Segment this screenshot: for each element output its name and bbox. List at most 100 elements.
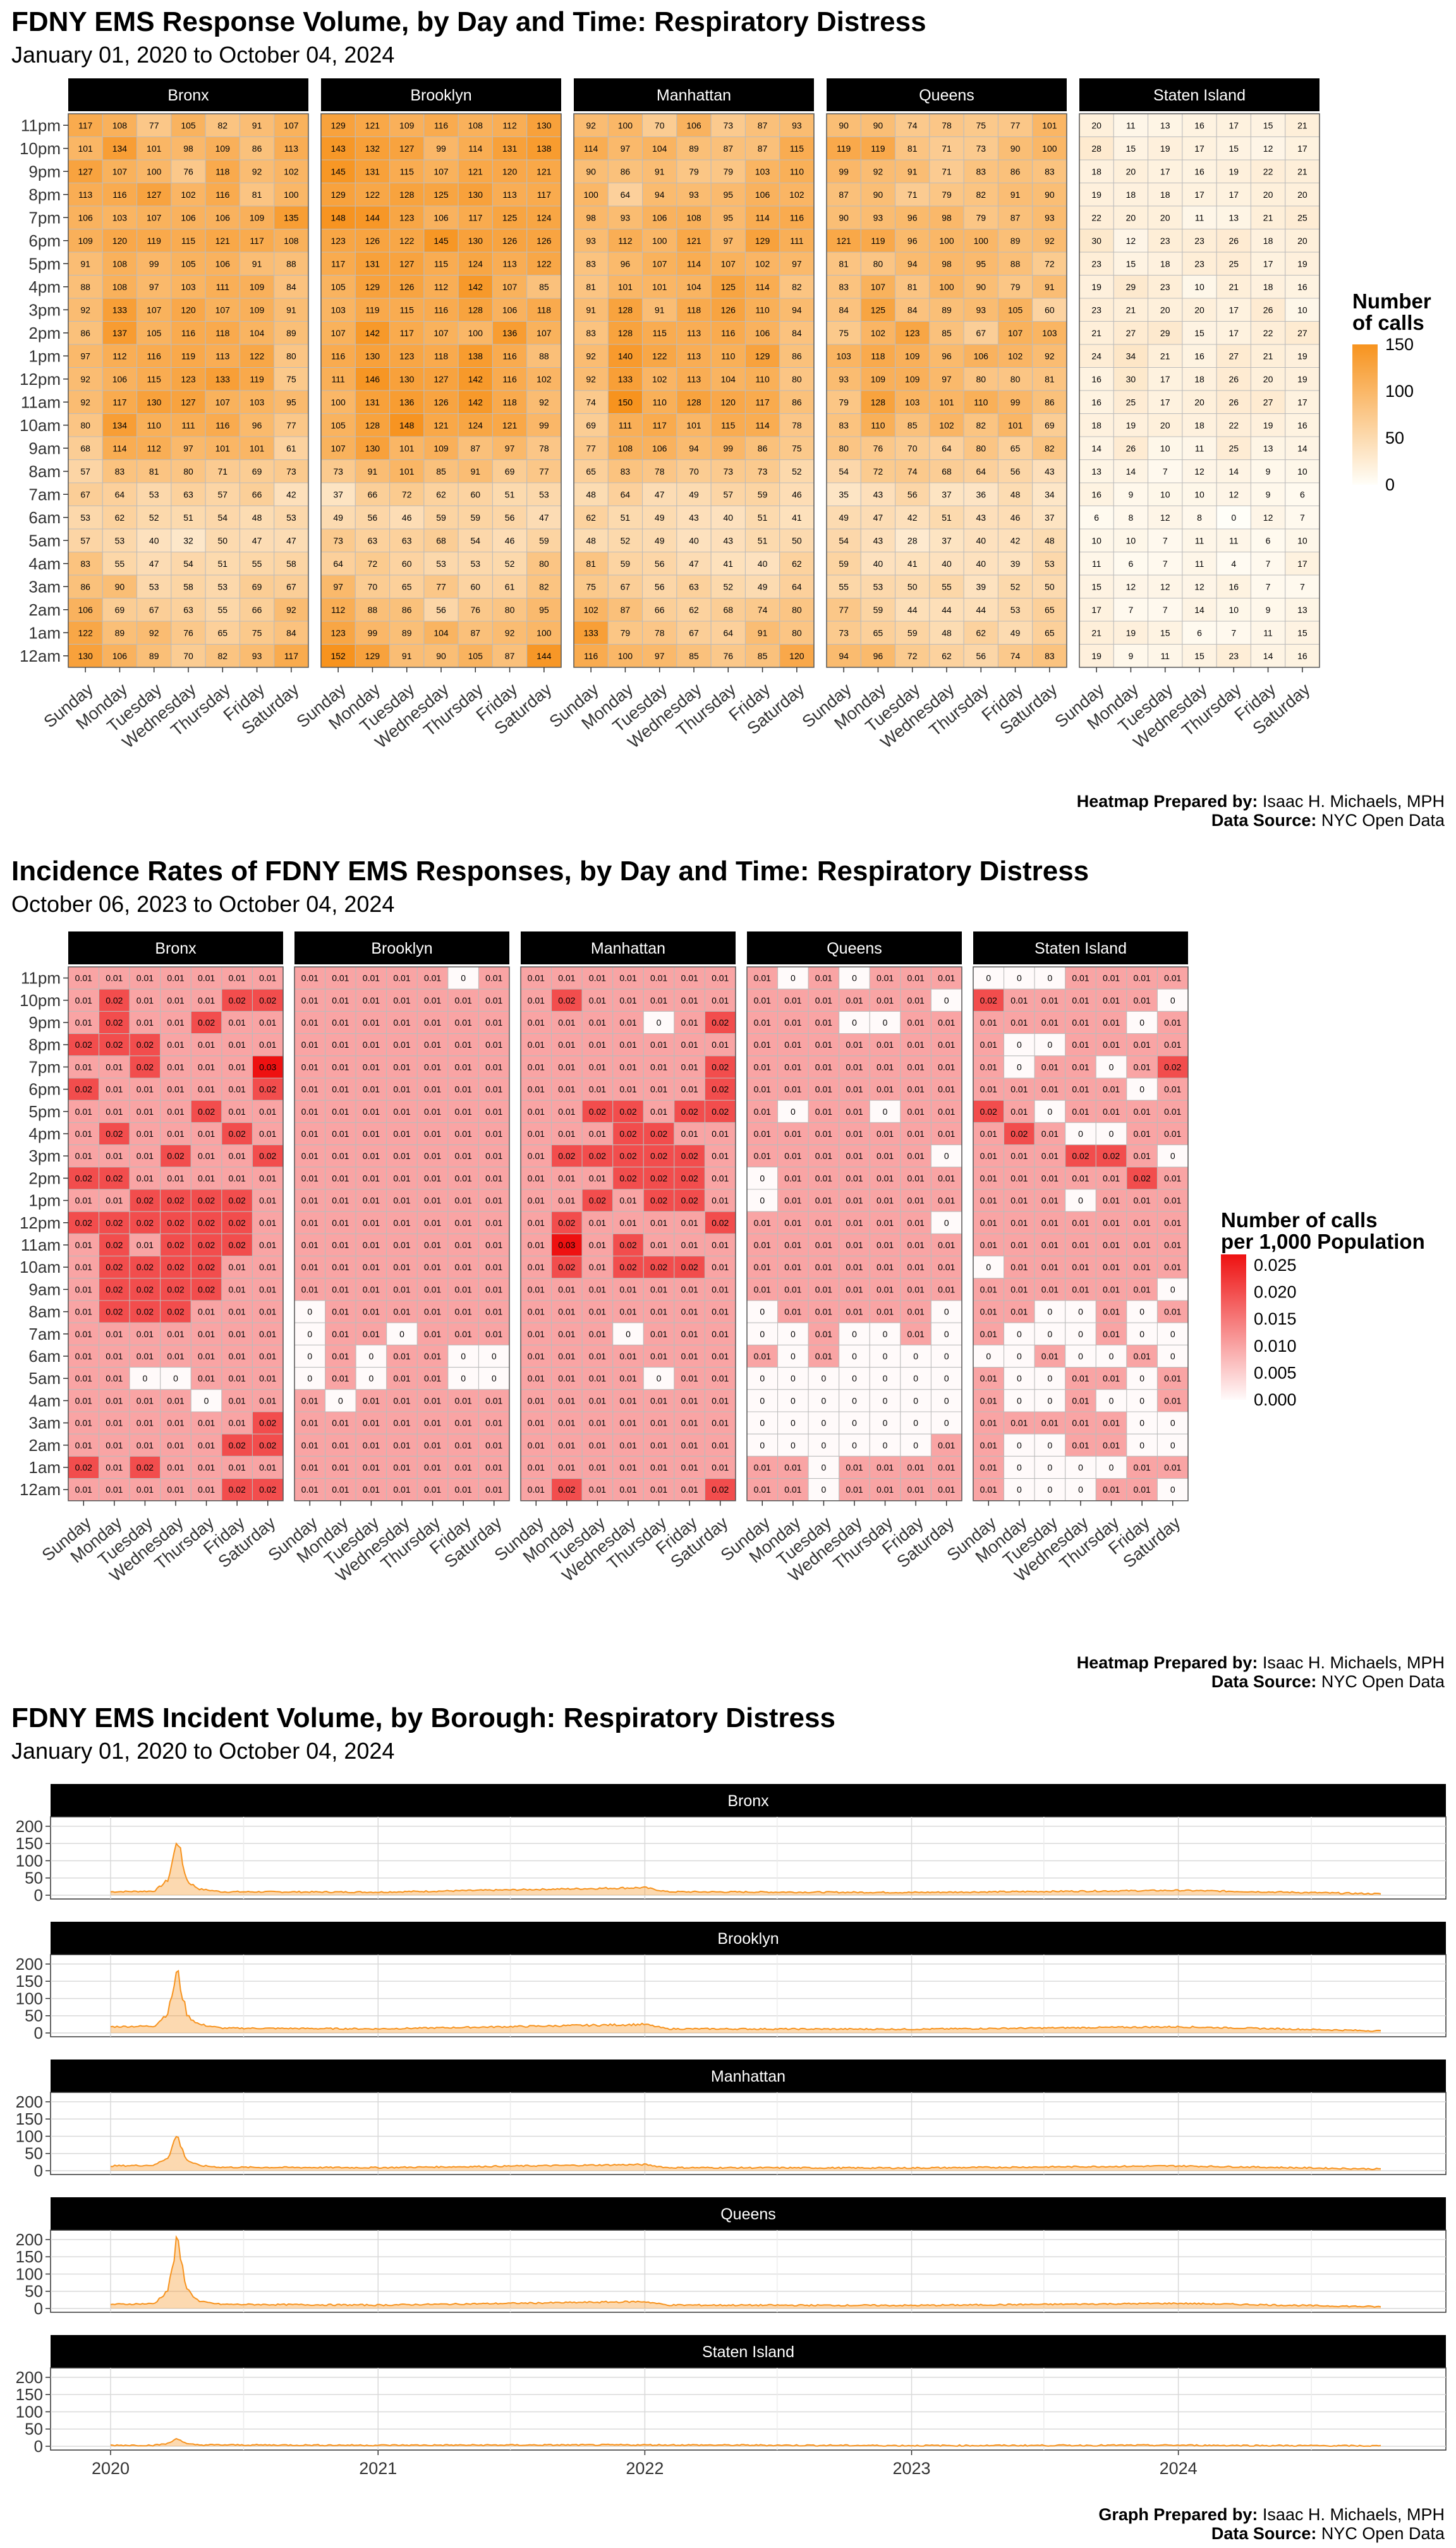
- cell-value-label: 0.02: [650, 1129, 667, 1139]
- heatmap-cell: [826, 436, 861, 460]
- heatmap-cell: [386, 1010, 418, 1034]
- heatmap-cell: [704, 1322, 736, 1345]
- heatmap-cell: [99, 1367, 130, 1390]
- heatmap-cell: [102, 275, 138, 299]
- cell-value-label: 110: [755, 374, 770, 384]
- cell-value-label: 101: [1008, 420, 1023, 430]
- cell-value-label: 0.01: [1164, 973, 1181, 983]
- heatmap-cell: [492, 390, 528, 414]
- cell-value-label: 0.01: [877, 1151, 894, 1161]
- heatmap-cell: [68, 988, 100, 1012]
- cell-value-label: 76: [873, 443, 883, 453]
- cell-value-label: 109: [250, 212, 265, 222]
- heatmap-cell: [674, 1411, 705, 1435]
- cell-value-label: 0.01: [485, 1173, 502, 1183]
- cell-value-label: 55: [217, 605, 228, 615]
- cell-value-label: 0.01: [980, 1218, 997, 1228]
- heatmap-cell: [1250, 344, 1286, 368]
- cell-value-label: 0.01: [619, 1196, 636, 1206]
- cell-value-label: 117: [284, 651, 299, 661]
- cell-value-label: 0.02: [650, 1173, 667, 1183]
- cell-value-label: 0.01: [229, 1262, 246, 1272]
- cell-value-label: 0.01: [938, 1484, 955, 1495]
- heatmap-cell: [1148, 229, 1183, 253]
- cell-value-label: 0: [1170, 1284, 1175, 1294]
- heatmap-cell: [492, 574, 528, 598]
- heatmap-cell: [963, 252, 998, 276]
- cell-value-label: 0.01: [938, 1196, 955, 1206]
- cell-value-label: 0.01: [1164, 1040, 1181, 1050]
- cell-value-label: 0.01: [424, 1017, 441, 1028]
- cell-value-label: 0.01: [558, 1395, 575, 1405]
- heatmap-cell: [160, 1433, 191, 1457]
- heatmap-cell: [136, 205, 172, 229]
- heatmap-cell: [239, 482, 275, 506]
- heatmap-cell: [1113, 621, 1149, 645]
- cell-value-label: 100: [939, 282, 954, 292]
- heatmap-cell: [997, 552, 1033, 576]
- cell-value-label: 0.01: [907, 995, 925, 1005]
- heatmap-cell: [607, 136, 643, 161]
- cell-value-label: 59: [907, 628, 918, 638]
- cell-value-label: 0.01: [332, 1084, 349, 1095]
- heatmap-cell: [551, 1478, 583, 1502]
- heatmap-cell: [190, 1411, 222, 1435]
- cell-value-label: 0.01: [589, 1262, 606, 1272]
- cell-value-label: 0.01: [485, 1462, 502, 1472]
- cell-value-label: 0.01: [1103, 995, 1120, 1005]
- cell-value-label: 75: [586, 581, 596, 592]
- cell-value-label: 0: [791, 1107, 796, 1117]
- cell-value-label: 0.01: [619, 1017, 636, 1028]
- heatmap-cell: [551, 1033, 583, 1057]
- cell-value-label: 0.01: [259, 1262, 276, 1272]
- heatmap-cell: [581, 1233, 614, 1257]
- plot-area: [50, 2092, 1447, 2175]
- cell-value-label: 109: [78, 236, 93, 246]
- heatmap-cell: [520, 1010, 552, 1034]
- heatmap-cell: [423, 159, 459, 183]
- heatmap-cell: [779, 275, 815, 299]
- cell-value-label: 12: [1263, 143, 1273, 154]
- heatmap-cell: [252, 988, 284, 1012]
- heatmap-cell: [612, 988, 644, 1012]
- heatmap-cell: [1148, 598, 1183, 622]
- heatmap-cell: [355, 1256, 387, 1279]
- heatmap-cell: [99, 1433, 130, 1457]
- heatmap-cell: [1216, 113, 1251, 137]
- heatmap-cell: [221, 1100, 253, 1123]
- cell-value-label: 16: [1194, 351, 1204, 361]
- cell-value-label: 0: [1078, 1329, 1083, 1339]
- heatmap-cell: [551, 1455, 583, 1479]
- heatmap-cell: [607, 552, 643, 576]
- heatmap-cell: [526, 528, 562, 552]
- panel-strip-label: Bronx: [167, 87, 209, 104]
- heatmap-cell: [1285, 252, 1320, 276]
- cell-value-label: 94: [792, 305, 802, 315]
- cell-value-label: 0.01: [1134, 973, 1151, 983]
- cell-value-label: 67: [80, 489, 90, 499]
- heatmap-cell: [160, 1478, 191, 1502]
- cell-value-label: 98: [942, 212, 952, 222]
- cell-value-label: 0: [913, 1440, 918, 1450]
- cell-value-label: 0.01: [1134, 1218, 1151, 1228]
- cell-value-label: 0.01: [301, 1040, 318, 1050]
- cell-value-label: 116: [215, 190, 230, 200]
- cell-value-label: 12: [1263, 513, 1273, 523]
- heatmap-cell: [68, 1122, 100, 1146]
- cell-value-label: 85: [436, 466, 446, 476]
- cell-value-label: 59: [758, 489, 768, 499]
- heatmap-cell: [239, 528, 275, 552]
- heatmap-cell: [355, 552, 391, 576]
- cell-value-label: 78: [792, 420, 802, 430]
- cell-value-label: 0: [760, 1395, 765, 1405]
- heatmap-cell: [526, 506, 562, 530]
- cell-value-label: 116: [434, 305, 449, 315]
- cell-value-label: 0.02: [681, 1151, 698, 1161]
- cell-value-label: 0.01: [1072, 1062, 1089, 1072]
- cell-value-label: 59: [539, 535, 549, 545]
- heatmap-cell: [325, 1055, 356, 1079]
- heatmap-cell: [860, 298, 896, 322]
- rate-heatmap-credit: Heatmap Prepared by: Isaac H. Michaels, …: [1077, 1653, 1445, 1691]
- cell-value-label: 127: [399, 143, 415, 154]
